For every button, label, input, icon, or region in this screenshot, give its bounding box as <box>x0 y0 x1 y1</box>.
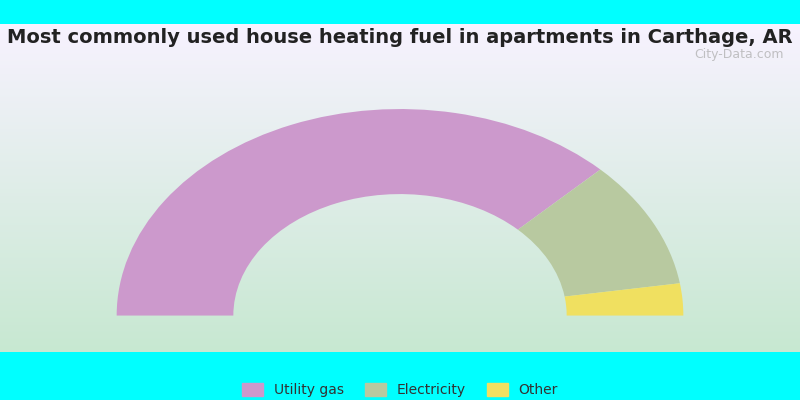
Wedge shape <box>518 170 680 296</box>
Wedge shape <box>565 283 683 316</box>
Wedge shape <box>117 109 600 316</box>
Text: Most commonly used house heating fuel in apartments in Carthage, AR: Most commonly used house heating fuel in… <box>7 28 793 47</box>
Text: City-Data.com: City-Data.com <box>694 48 783 61</box>
Legend: Utility gas, Electricity, Other: Utility gas, Electricity, Other <box>235 376 565 400</box>
